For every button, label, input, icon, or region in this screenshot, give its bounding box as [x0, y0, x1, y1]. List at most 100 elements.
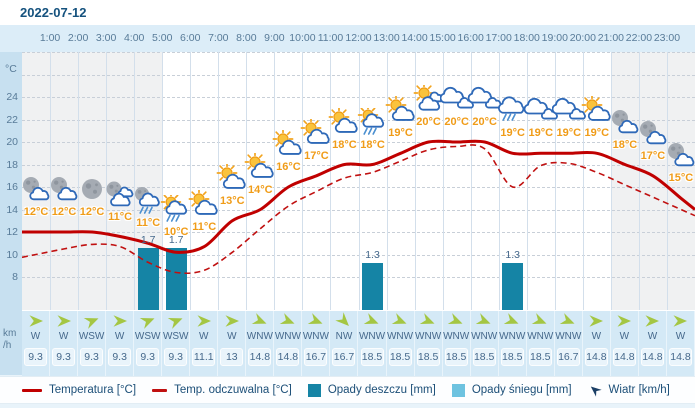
temperature-line: [22, 139, 695, 254]
wind-direction-arrow-icon: [111, 312, 129, 330]
wind-cell: WNW 18.5: [527, 311, 555, 376]
wind-speed-value: 11.1: [192, 348, 216, 366]
wind-cell: W 14.8: [611, 311, 639, 376]
wind-cell: WNW 18.5: [443, 311, 471, 376]
wind-direction-label: W: [591, 331, 602, 342]
wind-speed-value: 16.7: [304, 348, 328, 366]
wind-direction-label: WNW: [443, 331, 470, 342]
legend-item-0: Temperatura [°C]: [22, 384, 136, 396]
time-label: 22:00: [625, 32, 653, 44]
column-separator: [386, 52, 388, 310]
y-axis-tick: 20: [6, 136, 18, 148]
wind-cell: WNW 16.7: [302, 311, 331, 376]
y-axis-tick: 18: [6, 158, 18, 171]
y-axis-tick: 16: [6, 181, 18, 193]
column-separator: [414, 52, 416, 310]
time-label: 21:00: [597, 32, 625, 44]
rain-amount-label: 1.3: [365, 248, 380, 261]
time-label: 4:00: [123, 32, 145, 44]
wind-speed-value: 14.8: [276, 348, 300, 366]
time-label: 20:00: [569, 32, 596, 44]
legend: Temperatura [°C] Temp. odczuwalna [°C] Opa…: [0, 376, 695, 404]
night-shading: [610, 52, 639, 310]
wind-speed-value: 14.8: [668, 348, 692, 366]
wind-speed-value: 9.3: [24, 348, 48, 366]
legend-label: Temp. odczuwalna [°C]: [174, 384, 292, 396]
time-label: 19:00: [541, 32, 568, 44]
column-separator: [330, 52, 332, 310]
wind-speed-value: 18.5: [444, 348, 468, 366]
feels-like-line: [22, 144, 695, 275]
wind-direction-arrow-icon: [671, 312, 689, 330]
temperature-label: 11°C: [108, 210, 133, 223]
wind-direction-label: WNW: [555, 331, 582, 342]
wind-direction-label: WSW: [134, 331, 161, 342]
temperature-label: 20°C: [416, 116, 441, 128]
wind-speed-value: 18.5: [360, 348, 384, 366]
legend-label: Wiatr [km/h]: [608, 384, 670, 396]
column-separator: [638, 52, 640, 310]
wind-direction-arrow-icon: [419, 312, 437, 330]
wind-direction-label: WNW: [386, 331, 414, 342]
sun-cloud-icon: [299, 117, 333, 149]
legend-square-swatch: [307, 383, 321, 397]
temperature-label: 16°C: [276, 161, 301, 173]
wind-direction-arrow-icon: [447, 312, 465, 330]
wind-direction-label: WNW: [274, 331, 301, 342]
wind-speed-value: 18.5: [500, 348, 524, 366]
temperature-lines: [22, 139, 695, 275]
wind-cell: WSW 9.3: [134, 311, 163, 376]
column-separator: [162, 52, 164, 310]
wind-direction-arrow-icon: [643, 312, 661, 330]
wind-direction-label: WNW: [415, 331, 442, 342]
time-label: 18:00: [513, 32, 540, 44]
moon-cloud-icon: [22, 175, 53, 205]
meteogram-plot: 1.7 1.7 1.3 1.3 12°C 12°C 12°C 11°C 11°C 10°C 11°C…: [22, 52, 695, 310]
wind-speed-value: 16.7: [332, 348, 356, 366]
wind-cell: WNW 18.5: [387, 311, 415, 376]
temperature-label: 11°C: [192, 220, 217, 233]
temperature-label: 10°C: [163, 226, 189, 239]
wind-direction-label: W: [199, 331, 209, 342]
wind-cell: WNW 18.5: [415, 311, 443, 376]
celsius-unit-label: °C: [5, 63, 17, 75]
temperature-label: 12°C: [79, 206, 105, 218]
wind-direction-label: WNW: [527, 331, 554, 342]
moon-cloud-icon: [636, 119, 670, 149]
temperature-label: 17°C: [640, 149, 666, 162]
wind-direction-arrow-icon: [27, 312, 45, 330]
y-axis-tick: 10: [6, 248, 18, 261]
column-separator: [106, 52, 108, 310]
moon-cloud-icon: [47, 175, 81, 205]
wind-direction-label: W: [58, 331, 69, 342]
sun-cloud-icon: [384, 94, 418, 126]
cloud-icon: [439, 85, 474, 115]
legend-item-2: Opady deszczu [mm]: [307, 383, 436, 397]
rain-bar: [502, 262, 524, 310]
time-label: 11:00: [317, 32, 344, 44]
column-separator: [610, 52, 612, 310]
temperature-label: 18°C: [360, 138, 385, 151]
wind-direction-arrow-icon: [587, 312, 605, 330]
wind-direction-label: WSW: [78, 331, 105, 342]
night-shading: [666, 52, 695, 310]
wind-direction-arrow-icon: [615, 312, 633, 330]
wind-direction-arrow-icon: [307, 312, 325, 330]
column-separator: [218, 52, 220, 310]
y-axis-tick: 22: [6, 113, 18, 126]
wind-direction-arrow-icon: [559, 312, 577, 330]
y-axis-tick: 8: [12, 271, 18, 283]
wind-direction-label: WNW: [358, 331, 386, 342]
column-separator: [134, 52, 136, 310]
date-row: 2022-07-12: [0, 0, 695, 25]
cloud-icon: [551, 96, 586, 126]
wind-cell: W 13: [218, 311, 247, 376]
wind-direction-arrow-icon: [391, 312, 409, 330]
wind-speed-value: 9.3: [164, 348, 188, 366]
rain-bar: [362, 262, 384, 310]
temperature-label: 11°C: [136, 217, 161, 230]
rain-amount-label: 1.7: [140, 233, 156, 246]
wind-cell: WNW 16.7: [555, 311, 583, 376]
wind-direction-label: WNW: [499, 331, 526, 342]
wind-direction-arrow-icon: [55, 312, 73, 330]
